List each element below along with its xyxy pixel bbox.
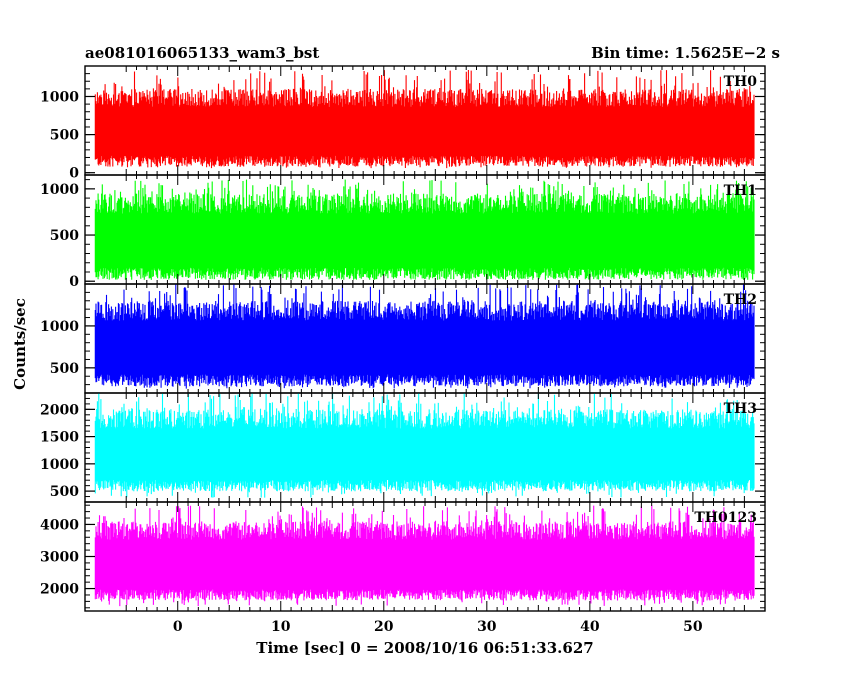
y-tick-label: 3000: [40, 550, 79, 566]
y-tick-label: 4000: [40, 517, 79, 533]
y-tick-label: 500: [50, 228, 79, 244]
panel-label: TH0: [724, 74, 758, 90]
panel-label: TH0123: [694, 510, 757, 526]
y-tick-label: 1000: [40, 319, 79, 335]
y-tick-label: 500: [50, 128, 79, 144]
x-tick-label: 50: [683, 619, 703, 635]
y-tick-label: 0: [69, 274, 79, 290]
y-tick-label: 1500: [40, 430, 79, 446]
x-tick-label: 40: [580, 619, 600, 635]
y-tick-label: 1000: [40, 457, 79, 473]
series-th0: [94, 70, 755, 169]
x-tick-label: 30: [477, 619, 497, 635]
panel-label: TH1: [724, 183, 757, 199]
x-axis-label: Time [sec] 0 = 2008/10/16 06:51:33.627: [256, 639, 594, 657]
series-th2: [94, 284, 755, 389]
chart-title: ae081016065133_wam3_bst: [85, 44, 320, 62]
y-tick-label: 1000: [40, 89, 79, 105]
series-th1: [94, 179, 755, 280]
panel-label: TH2: [724, 292, 757, 308]
series-th0123: [94, 505, 755, 607]
x-tick-label: 10: [271, 619, 291, 635]
bin-time-label: Bin time: 1.5625E−2 s: [591, 44, 780, 62]
y-tick-label: 0: [69, 166, 79, 182]
y-tick-label: 2000: [40, 582, 79, 598]
y-tick-label: 500: [50, 484, 79, 500]
x-tick-label: 20: [374, 619, 394, 635]
series-th3: [94, 393, 755, 498]
y-tick-label: 500: [50, 361, 79, 377]
x-tick-label: 0: [173, 619, 183, 635]
panel-label: TH3: [724, 401, 757, 417]
y-tick-label: 1000: [40, 182, 79, 198]
y-tick-label: 2000: [40, 402, 79, 418]
